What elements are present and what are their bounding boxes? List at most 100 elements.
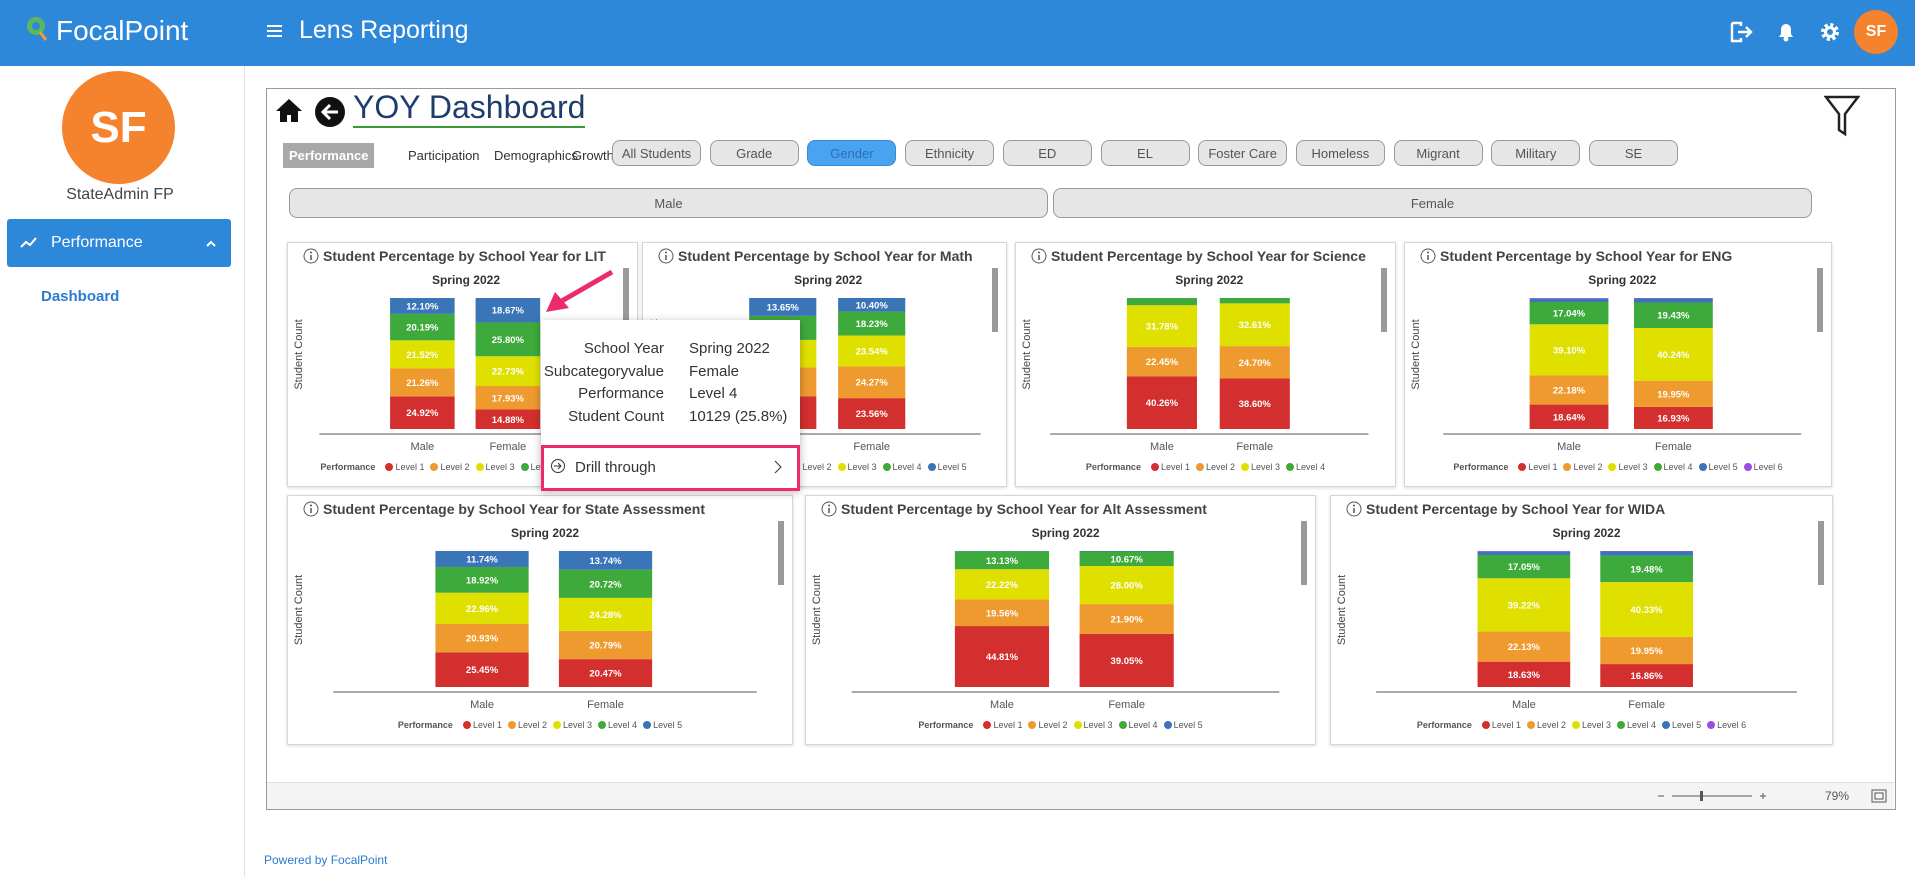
bar-segment (475, 322, 541, 357)
bar-segment (1126, 298, 1197, 306)
legend-swatch (598, 721, 607, 729)
settings-icon[interactable] (1819, 21, 1841, 43)
menu-icon[interactable] (267, 23, 285, 39)
legend-label: Level 4 (1663, 462, 1693, 472)
legend-label: Level 1 (1528, 462, 1558, 472)
chart-plot: Spring 2022 Student Count 18.64% 22.18% 39.1… (1410, 268, 1823, 453)
filter-icon[interactable] (1824, 94, 1860, 138)
bar-segment (1600, 551, 1693, 552)
bar-segment (1126, 376, 1197, 429)
report-frame (266, 88, 1896, 810)
menu-label: Performance (51, 234, 143, 251)
legend-item: Level 1 (462, 720, 502, 730)
chart-plot: Spring 2022 Student Count 40.26% 22.45% 31.7… (1021, 268, 1387, 453)
tab[interactable]: Participation (408, 148, 480, 163)
tooltip-value: 10129 (25.8%) (689, 407, 788, 425)
filter-button[interactable]: SE (1589, 140, 1678, 166)
info-ring (658, 248, 674, 264)
info-dot (828, 504, 830, 507)
legend-item: Level 4 (1286, 462, 1325, 472)
data-label: 24.27% (856, 378, 889, 389)
legend-swatch (1150, 463, 1159, 471)
legend-item: Level 4 (1617, 720, 1656, 730)
info-icon[interactable] (657, 247, 675, 265)
tooltip-value: Female (689, 362, 740, 380)
bar-segment (749, 298, 817, 316)
legend-label: Level 2 (517, 720, 547, 730)
logout-icon[interactable] (1729, 20, 1753, 44)
bar-segment (475, 298, 541, 323)
info-ring (1420, 248, 1436, 264)
legend-label: Level 5 (937, 462, 967, 472)
chart-card: Spring 2022 Student Count 25.45% 20.93% 22.9… (287, 495, 793, 745)
app-title: Lens Reporting (299, 16, 469, 44)
drill-through[interactable]: Drill through (541, 445, 800, 491)
info-icon[interactable] (1030, 247, 1048, 265)
info-icon[interactable] (820, 500, 838, 518)
filter-button[interactable]: Migrant (1393, 140, 1483, 166)
data-label: 39.22% (1508, 600, 1541, 611)
zoom-slider[interactable] (1656, 789, 1766, 803)
group-header[interactable]: Female (1053, 188, 1812, 218)
legend-item: Level 1 (983, 720, 1022, 730)
filter-button[interactable]: ED (1002, 140, 1092, 166)
menu-performance[interactable]: Performance (7, 219, 231, 267)
fit-icon[interactable] (1871, 789, 1887, 803)
data-label: 31.78% (1146, 322, 1179, 333)
legend-swatch (1241, 463, 1250, 471)
data-label: 22.18% (1553, 386, 1586, 397)
legend-item: Level 4 (882, 462, 922, 472)
legend-swatch (1118, 721, 1127, 729)
tab[interactable]: Demographics (494, 148, 578, 163)
x-tick-label: Female (1655, 441, 1692, 453)
filter-button[interactable]: Military (1491, 140, 1581, 166)
bar-segment (1219, 303, 1290, 347)
bar-segment (475, 356, 541, 387)
legend-swatch (1707, 721, 1716, 729)
chart-title: Student Percentage by School Year for EN… (1440, 248, 1733, 264)
notification-icon[interactable] (1776, 21, 1796, 43)
data-label: 19.56% (986, 608, 1019, 619)
legend-item: Level 2 (430, 462, 470, 472)
submenu-dashboard[interactable]: Dashboard (41, 288, 120, 305)
data-label: 40.26% (1146, 398, 1179, 409)
bar-segment (1477, 555, 1571, 579)
legend-title: Performance (397, 720, 453, 730)
info-icon[interactable] (302, 247, 320, 265)
back-icon[interactable] (314, 96, 346, 128)
filter-button[interactable]: Gender (807, 140, 897, 166)
tab[interactable]: Performance (283, 143, 375, 168)
filter-button[interactable]: Ethnicity (905, 140, 995, 166)
legend-item: Level 1 (1518, 462, 1557, 472)
user-avatar[interactable]: SF (1854, 10, 1898, 54)
chart-title: Student Percentage by School Year for WI… (1366, 501, 1666, 517)
tooltip-key: School Year (583, 340, 664, 357)
group-header[interactable]: Male (289, 188, 1048, 218)
bar-segment (954, 551, 1050, 570)
filter-button[interactable]: Foster Care (1198, 140, 1288, 166)
legend-title: Performance (320, 462, 376, 472)
filter-button[interactable]: All Students (612, 140, 701, 166)
home-icon[interactable] (274, 96, 304, 124)
footer-link[interactable]: Powered by FocalPoint (264, 853, 388, 867)
data-label: 22.73% (492, 367, 525, 378)
legend-label: Level 1 (472, 720, 502, 730)
legend-title: Performance (1453, 462, 1509, 472)
chart-header: Student Percentage by School Year for Sc… (1030, 247, 1366, 265)
bar-segment (1477, 551, 1571, 552)
tab[interactable]: Growth (572, 148, 614, 163)
data-label: 19.95% (1657, 389, 1690, 400)
legend-swatch (1526, 721, 1535, 729)
bar-segment (1600, 555, 1693, 583)
logo[interactable]: FocalPoint (56, 15, 189, 46)
bar-segment (1633, 302, 1713, 328)
bar-segment (838, 298, 906, 312)
info-icon[interactable] (1345, 500, 1363, 518)
info-icon[interactable] (302, 500, 320, 518)
info-icon[interactable] (1419, 247, 1437, 265)
bar-segment (1477, 578, 1571, 632)
chart-subtitle: Spring 2022 (1032, 526, 1100, 540)
filter-button[interactable]: EL (1100, 140, 1190, 166)
filter-button[interactable]: Grade (709, 140, 799, 166)
filter-button[interactable]: Homeless (1295, 140, 1385, 166)
